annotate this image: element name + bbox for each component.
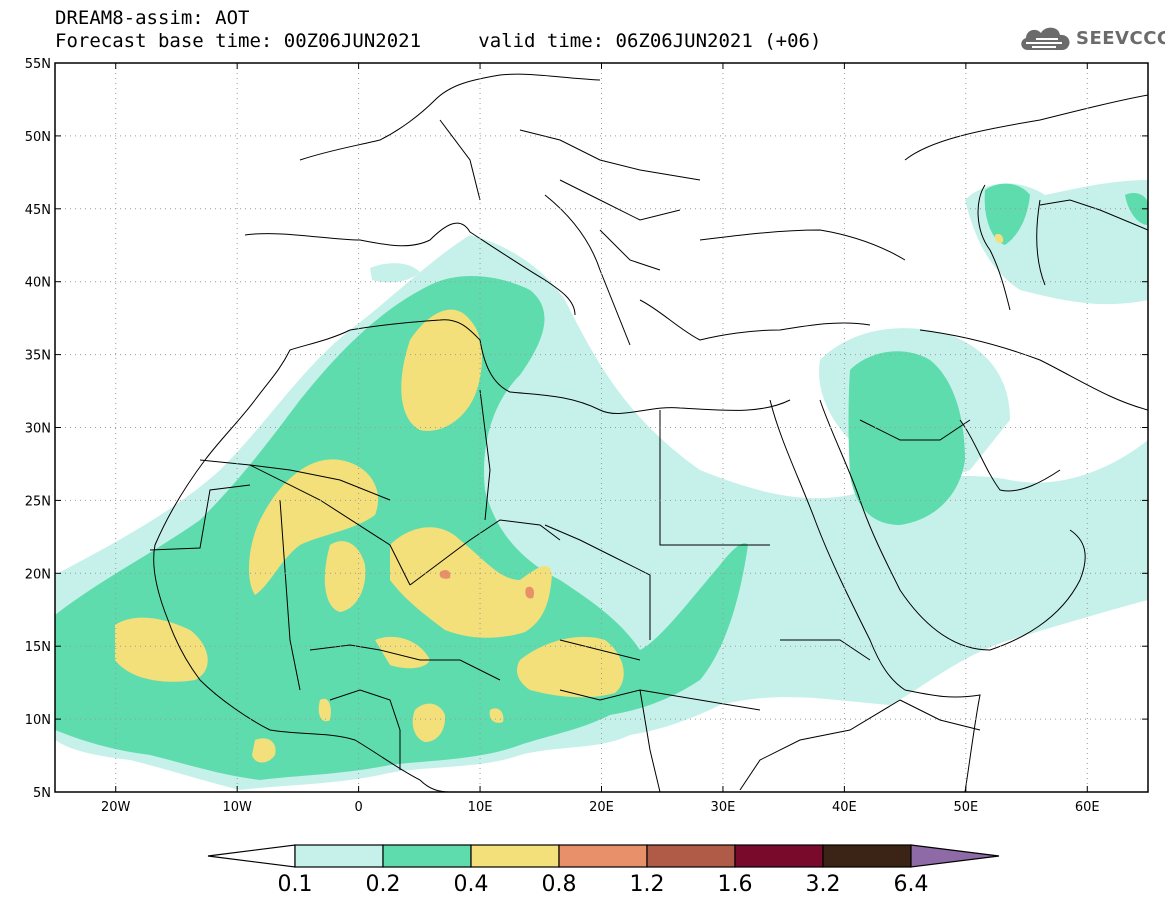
colorbar-label: 0.2 (366, 872, 401, 897)
lat-tick-label: 50N (25, 130, 51, 145)
map-title: DREAM8-assim: AOT (55, 7, 250, 29)
lon-tick-label: 10E (468, 800, 493, 815)
colorbar-label: 0.8 (542, 872, 577, 897)
lat-tick-label: 55N (25, 57, 51, 72)
longitude-labels: 20W 10W 0 10E 20E 30E 40E 50E 60E (101, 800, 1100, 815)
colorbar-label: 0.1 (278, 872, 313, 897)
coastlines-borders (149, 73, 1148, 792)
lon-tick-label: 60E (1075, 800, 1100, 815)
lat-tick-label: 40N (25, 276, 51, 291)
seevccc-logo: SEEVCCC (1018, 22, 1165, 58)
cloud-icon (1021, 27, 1070, 50)
colorbar-segment (294, 844, 384, 868)
lat-tick-label: 35N (25, 349, 51, 364)
lon-tick-label: 30E (711, 800, 736, 815)
lat-tick-label: 25N (25, 494, 51, 509)
colorbar-label: 1.6 (718, 872, 753, 897)
aot-contour-0.8-1.2 (439, 570, 535, 599)
colorbar-segment (734, 844, 824, 868)
lat-tick-label: 10N (25, 713, 51, 728)
colorbar-label: 1.2 (630, 872, 665, 897)
lon-tick-label: 40E (832, 800, 857, 815)
lat-tick-label: 30N (25, 422, 51, 437)
lat-tick-label: 5N (33, 786, 51, 801)
aot-map: 20W 10W 0 10E 20E 30E 40E 50E 60E 55N 50N 45N 40N 35… (25, 57, 1149, 815)
colorbar-label: 6.4 (894, 872, 929, 897)
aot-contour-0.4-0.8 (115, 233, 1004, 763)
lon-tick-label: 20W (101, 800, 131, 815)
colorbar-segment (470, 844, 560, 868)
forecast-base-time: Forecast base time: 00Z06JUN2021 (55, 30, 422, 52)
colorbar: 0.1 0.2 0.4 0.8 1.2 1.6 3.2 6.4 (207, 844, 1000, 897)
colorbar-segment (558, 844, 648, 868)
grid-lines (55, 63, 1148, 792)
valid-time: valid time: 06Z06JUN2021 (+06) (478, 30, 822, 52)
lon-tick-label: 50E (953, 800, 978, 815)
lat-tick-label: 45N (25, 203, 51, 218)
axis-ticks (55, 62, 1148, 793)
colorbar-segment (822, 844, 912, 868)
lat-tick-label: 15N (25, 640, 51, 655)
colorbar-label: 3.2 (806, 872, 841, 897)
colorbar-segment (646, 844, 736, 868)
lon-tick-label: 20E (589, 800, 614, 815)
colorbar-label: 0.4 (454, 872, 489, 897)
logo-text: SEEVCCC (1076, 28, 1165, 49)
latitude-labels: 55N 50N 45N 40N 35N 30N 25N 20N 15N 10N 5N (25, 57, 51, 801)
colorbar-segment (382, 844, 472, 868)
time-info: Forecast base time: 00Z06JUN2021 valid t… (55, 31, 821, 51)
lat-tick-label: 20N (25, 567, 51, 582)
lon-tick-label: 0 (354, 800, 362, 815)
lon-tick-label: 10W (222, 800, 252, 815)
colorbar-low-arrow (207, 844, 296, 868)
colorbar-high-arrow (910, 844, 1000, 868)
